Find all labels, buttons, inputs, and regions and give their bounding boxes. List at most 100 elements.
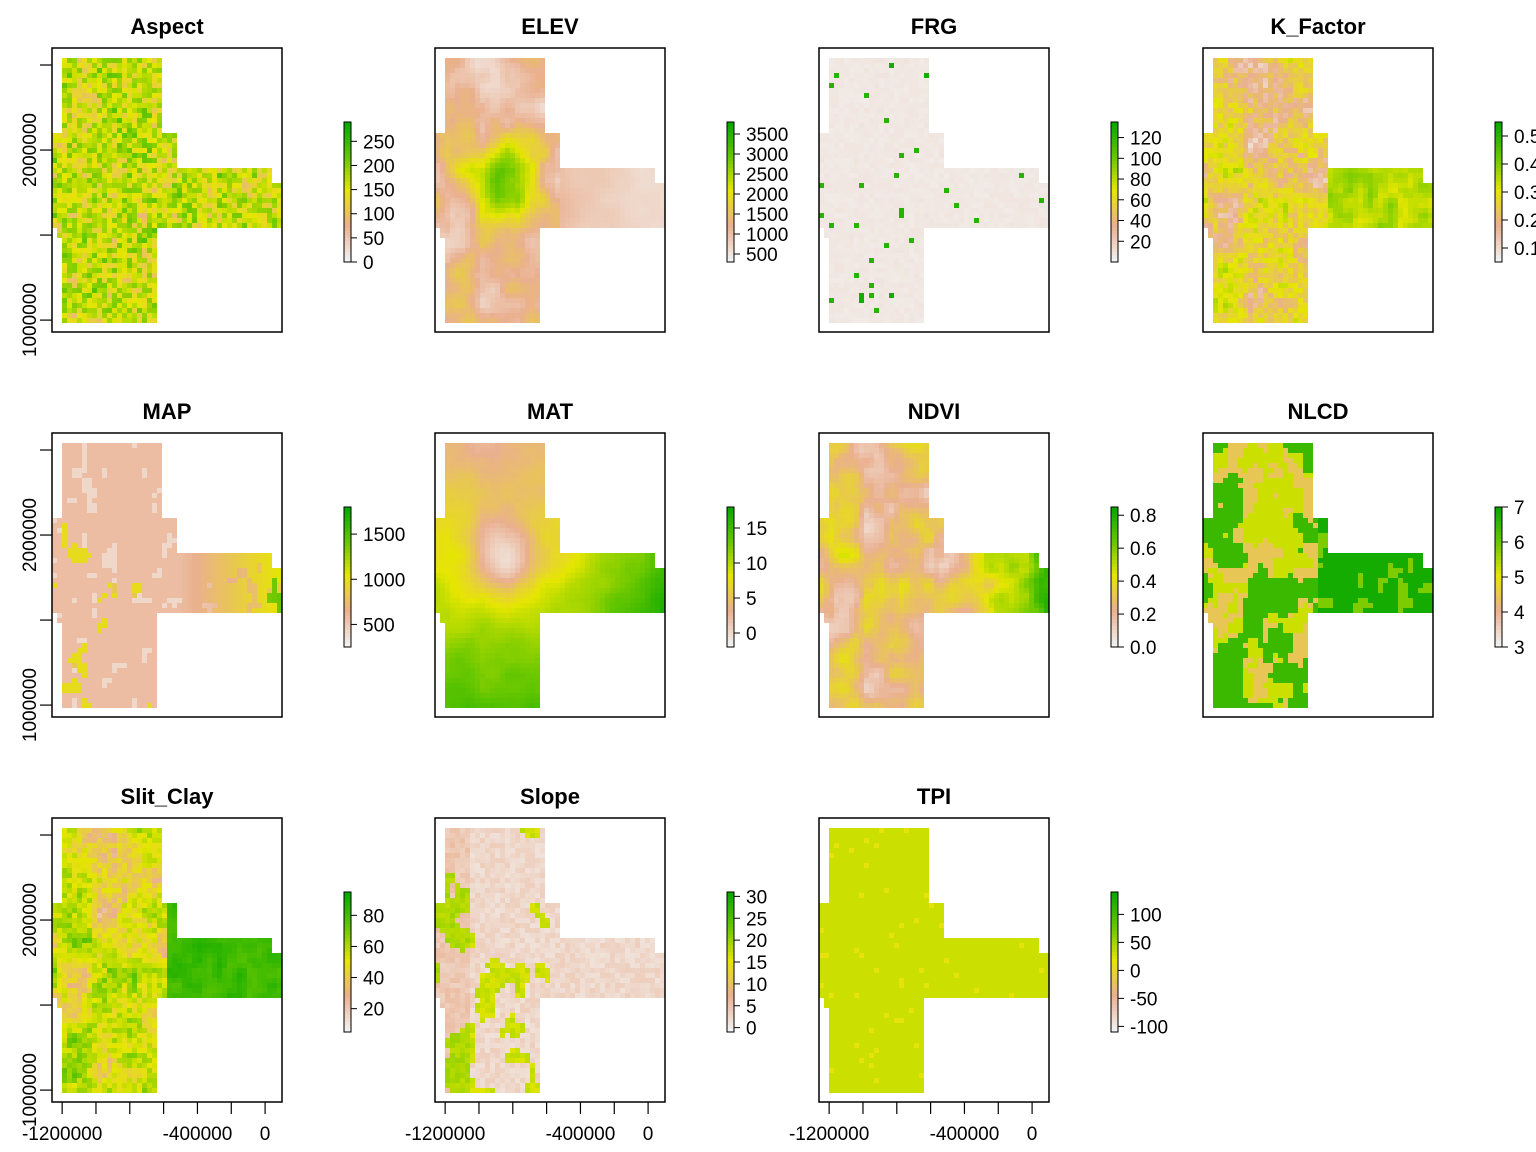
legend-tick-label: 100 [363, 205, 395, 226]
legend-tick-label: 0.2 [1514, 211, 1536, 232]
legend-tick-label: 200 [363, 156, 395, 177]
legend-tick-label: 0.1 [1514, 239, 1536, 260]
legend-tick-label: 0 [1130, 961, 1141, 982]
panel-map: MAP 1000000 2000000 500 1000 1500 [20, 399, 405, 742]
panel-title-slit-clay: Slit_Clay [121, 784, 215, 809]
raster-mat [435, 443, 665, 708]
legend-tick-label: 0.4 [1130, 572, 1157, 593]
legend-tick-label: 5 [746, 997, 757, 1018]
legend-tick-label: 3000 [746, 145, 788, 166]
raster-elev [435, 58, 665, 323]
legend-tick-label: 500 [363, 615, 395, 636]
legend-map: 500 1000 1500 [344, 507, 405, 648]
legend-tick-label: -100 [1130, 1017, 1168, 1038]
x-tick-label: -400000 [930, 1124, 1000, 1145]
panel-title-slope: Slope [520, 784, 580, 809]
raster-k-factor [1203, 58, 1433, 323]
legend-tick-label: 5 [746, 589, 757, 610]
legend-tick-label: 60 [363, 937, 384, 958]
legend-tick-label: 2500 [746, 165, 788, 186]
legend-tick-label: 0.3 [1514, 183, 1536, 204]
legend-tick-label: 2000 [746, 185, 788, 206]
panel-title-map: MAP [143, 399, 192, 424]
legend-tick-label: 20 [1130, 232, 1151, 253]
legend-tick-label: -50 [1130, 989, 1157, 1010]
raster-frg [819, 58, 1049, 323]
x-tick-label: -1200000 [789, 1124, 869, 1145]
raster-nlcd [1203, 443, 1433, 708]
legend-tick-label: 80 [1130, 170, 1151, 191]
legend-tick-label: 100 [1130, 905, 1162, 926]
legend-tick-label: 4 [1514, 603, 1525, 624]
x-tick-label: -400000 [546, 1124, 616, 1145]
y-tick-label: 2000000 [20, 883, 41, 957]
legend-tick-label: 0.8 [1130, 506, 1156, 527]
legend-tick-label: 6 [1514, 533, 1525, 554]
x-tick-label: 0 [643, 1124, 654, 1145]
legend-tick-label: 1500 [363, 525, 405, 546]
legend-k-factor: 0.10.20.30.40.5 [1495, 122, 1536, 263]
legend-tick-label: 120 [1130, 129, 1162, 150]
legend-tick-label: 150 [363, 181, 395, 202]
legend-tick-label: 60 [1130, 191, 1151, 212]
legend-tick-label: 0 [363, 253, 374, 274]
legend-tick-label: 1500 [746, 205, 788, 226]
y-tick-label: 1000000 [20, 1053, 41, 1127]
panel-title-frg: FRG [911, 14, 957, 39]
x-tick-label: -1200000 [405, 1124, 485, 1145]
y-tick-label: 1000000 [20, 283, 41, 357]
legend-tick-label: 15 [746, 953, 767, 974]
legend-tick-label: 3500 [746, 125, 788, 146]
legend-tick-label: 15 [746, 519, 767, 540]
legend-tick-label: 30 [746, 887, 767, 908]
legend-ndvi: 0.00.20.40.60.8 [1111, 506, 1157, 659]
raster-ndvi [819, 443, 1049, 708]
y-tick-label: 2000000 [20, 113, 41, 187]
legend-tick-label: 1000 [746, 225, 788, 246]
panel-title-ndvi: NDVI [908, 399, 961, 424]
x-tick-label: -1200000 [22, 1124, 102, 1145]
legend-tick-label: 50 [1130, 933, 1151, 954]
panel-title-tpi: TPI [917, 784, 951, 809]
raster-slit-clay [52, 828, 282, 1093]
legend-tick-label: 20 [746, 931, 767, 952]
legend-tick-label: 250 [363, 132, 395, 153]
panel-title-elev: ELEV [521, 14, 579, 39]
legend-tick-label: 0.0 [1130, 638, 1156, 659]
y-tick-label: 1000000 [20, 668, 41, 742]
raster-tpi [819, 828, 1049, 1093]
legend-tick-label: 5 [1514, 568, 1525, 589]
legend-tick-label: 0.6 [1130, 539, 1156, 560]
legend-tick-label: 7 [1514, 498, 1525, 519]
panel-title-nlcd: NLCD [1287, 399, 1348, 424]
legend-mat: 0 5 10 15 [727, 507, 767, 648]
x-tick-label: 0 [1027, 1124, 1038, 1145]
legend-tick-label: 40 [1130, 212, 1151, 233]
legend-tick-label: 0 [746, 624, 757, 645]
legend-tick-label: 0 [746, 1019, 757, 1040]
legend-tick-label: 100 [1130, 149, 1162, 170]
panel-title-mat: MAT [527, 399, 574, 424]
legend-tick-label: 500 [746, 245, 778, 266]
panel-title-k-factor: K_Factor [1270, 14, 1366, 39]
legend-tick-label: 0.4 [1514, 155, 1536, 176]
y-tick-label: 2000000 [20, 498, 41, 572]
legend-tick-label: 1000 [363, 570, 405, 591]
legend-tick-label: 10 [746, 975, 767, 996]
x-tick-label: -400000 [163, 1124, 233, 1145]
legend-tick-label: 10 [746, 554, 767, 575]
raster-map [52, 443, 282, 708]
legend-tpi: -100 -50 0 50 100 [1111, 892, 1168, 1038]
